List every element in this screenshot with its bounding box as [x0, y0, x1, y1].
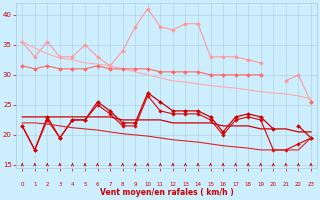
X-axis label: Vent moyen/en rafales ( km/h ): Vent moyen/en rafales ( km/h )	[100, 188, 234, 197]
